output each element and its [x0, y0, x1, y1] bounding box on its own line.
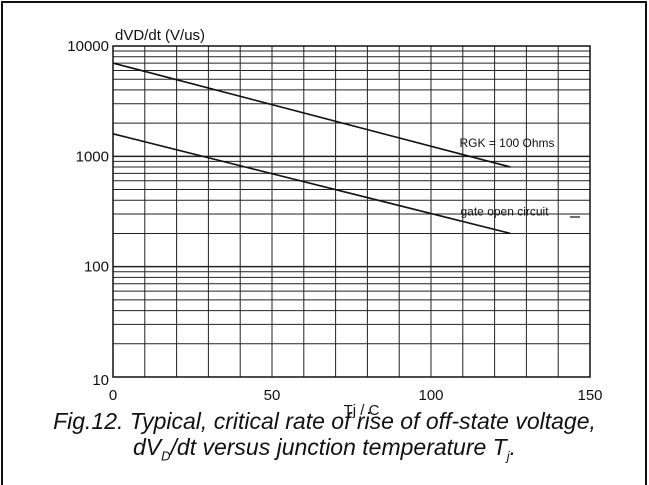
caption-part: /dt versus junction temperature T [170, 434, 507, 460]
x-tick-label: 50 [264, 387, 281, 404]
y-tick-label: 10000 [67, 38, 109, 55]
caption-line-1: Fig.12. Typical, critical rate of rise o… [53, 408, 596, 434]
y-tick-label: 1000 [76, 148, 109, 165]
x-tick-label: 100 [418, 387, 443, 404]
plot-area [112, 45, 591, 378]
figure-caption: Fig.12. Typical, critical rate of rise o… [0, 408, 649, 470]
series-label: gate open circuit [461, 204, 550, 218]
series-line [112, 133, 511, 235]
x-axis-label: Tj / C [344, 402, 380, 419]
y-tick-label: 10 [92, 372, 109, 389]
caption-subscript: j [506, 448, 510, 464]
x-tick-label: 150 [577, 387, 602, 404]
x-tick-label: 0 [109, 387, 117, 404]
series-lines: RGK = 100 Ohms gate open circuit [112, 62, 580, 235]
tick-labels: 0 50 100 150 10 100 1000 10000 [67, 38, 602, 404]
y-axis-label: dVD/dt (V/us) [115, 27, 205, 44]
caption-line-2: dVD/dt versus junction temperature Tj. [0, 434, 649, 470]
caption-subscript: D [161, 448, 171, 464]
plot-grid [113, 46, 590, 377]
axis-labels: dVD/dt (V/us) Tj / C [115, 27, 380, 419]
caption-part: dV [132, 434, 162, 460]
caption-part: . [509, 434, 517, 460]
series-line [112, 62, 511, 168]
series-label: RGK = 100 Ohms [460, 136, 555, 150]
y-tick-label: 100 [84, 259, 109, 276]
